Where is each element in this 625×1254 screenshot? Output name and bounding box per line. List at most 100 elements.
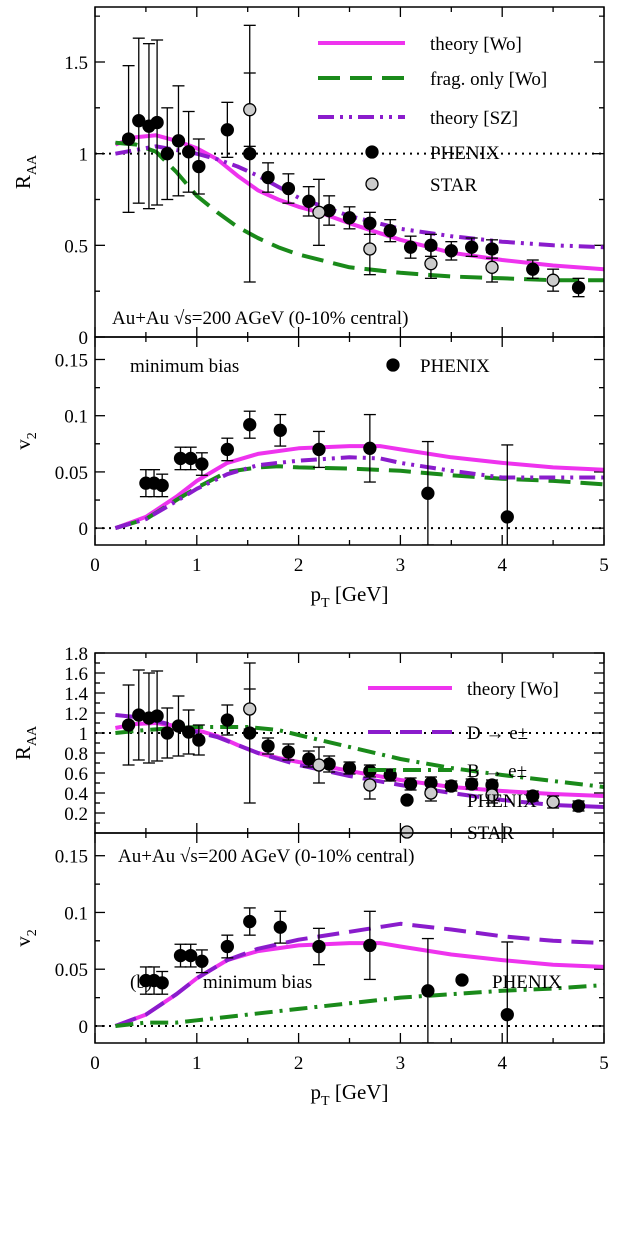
y-axis-label: v2 [11,432,40,450]
annotation: Au+Au √s=200 AGeV (0-10% central) [112,308,408,329]
x-tick-label: 2 [294,555,304,576]
data-point-phenix [312,442,326,457]
x-tick-label: 3 [396,555,406,576]
legend-marker [386,358,400,372]
y-tick-label: 0 [79,328,89,349]
y-axis-label: RAA [11,725,40,760]
y-axis-label-sub: AA [25,154,40,175]
data-point-phenix [160,147,174,161]
legend-marker [455,973,469,987]
series-group [114,907,604,1043]
panel-label: (b) [130,972,152,993]
data-point-star [424,257,438,271]
legend-marker [365,145,379,159]
data-point-star [363,242,377,256]
data-point-phenix [500,1007,514,1022]
legend: (b) minimum bias PHENIX [130,972,562,993]
data-point-phenix [195,954,209,968]
data-point-phenix [403,240,418,254]
series-line [115,983,604,1028]
data-point-phenix [155,478,169,493]
data-point-phenix [403,777,418,791]
data-point-star [546,273,560,287]
x-tick-label: 1 [192,555,202,576]
data-point-phenix [220,939,234,954]
y-tick-label: 1.6 [64,664,88,685]
data-point-star [424,786,438,800]
annotation: Au+Au √s=200 AGeV (0-10% central) [118,846,414,867]
series-group [114,410,604,545]
y-tick-label: 0.15 [55,350,88,371]
x-axis-label-unit: [GeV] [330,582,389,606]
series-line [115,713,604,809]
series-line [114,921,604,1028]
y-tick-label: 0.8 [64,744,88,765]
data-point-star [485,260,499,274]
legend-label: frag. only [Wo] [430,69,547,90]
data-point-phenix [195,457,209,471]
y-tick-label: 0.6 [64,764,88,785]
y-tick-label: 1 [79,145,89,166]
data-point-phenix [465,240,479,254]
data-point-phenix [281,745,296,759]
annotation: minimum bias [130,356,239,377]
legend: theory [Wo] frag. only [Wo] theory [SZ] PHE… [112,34,547,329]
y-tick-label: 1.2 [64,704,88,725]
plot-frame [94,832,605,1044]
data-point-phenix [243,147,257,161]
data-point-phenix [273,423,287,437]
data-point-phenix [182,725,196,739]
data-point-phenix [261,739,275,753]
data-point-phenix [121,132,136,146]
legend-label: PHENIX [467,791,537,812]
data-point-phenix [171,719,186,733]
legend-label: PHENIX [430,143,500,164]
legend-marker [400,793,414,807]
x-tick-label: 4 [497,1053,507,1074]
data-point-phenix [261,170,275,185]
legend: minimum bias PHENIX [130,356,490,377]
plot-frame [94,6,605,338]
data-point-star [546,795,560,809]
x-tick-label: 0 [90,555,100,576]
y-tick-label: 0.5 [64,236,88,257]
y-tick-label: 0.4 [64,784,88,805]
data-point-phenix [220,713,234,727]
data-point-phenix [363,441,377,455]
legend-label: B → e± [467,761,527,782]
y-tick-label: 1 [79,724,89,745]
legend-label: D → e± [467,723,528,744]
y-axis-label: RAA [11,154,40,189]
data-point-phenix [421,984,435,998]
x-tick-label: 5 [599,555,609,576]
data-point-phenix [184,451,198,466]
data-point-star [312,758,326,772]
data-point-star [243,103,257,117]
data-point-phenix [302,752,316,766]
y-tick-label: 0.15 [55,847,88,868]
y-axis-label-sub: 2 [25,432,40,439]
y-tick-label: 1.8 [64,644,88,665]
series-group [115,662,604,813]
panel-bottom-v2: 0 0.05 0.1 0.15 0 1 2 3 4 5 v2 pT [GeV] (b) minimum b… [11,832,609,1109]
data-point-phenix [220,123,234,137]
data-point-phenix [342,761,357,775]
annotation: minimum bias [203,972,312,993]
series-line [114,133,604,272]
y-tick-label: 0.05 [55,960,88,981]
panel-top-v2: 0 0.05 0.1 0.15 0 1 2 3 4 5 v2 pT [GeV] minimum bias… [11,336,609,611]
legend-label: STAR [430,175,477,196]
legend-label: theory [Wo] [467,679,559,700]
data-point-phenix [421,486,435,500]
data-point-phenix [121,718,136,732]
series-line [115,140,604,283]
data-point-phenix [192,733,206,747]
y-tick-label: 0 [79,519,89,540]
x-axis-label: pT [GeV] [311,582,389,611]
legend-marker [400,825,414,839]
x-tick-label: 5 [599,1053,609,1074]
data-point-phenix [192,159,206,174]
data-point-phenix [160,726,174,740]
data-point-star [243,702,257,716]
